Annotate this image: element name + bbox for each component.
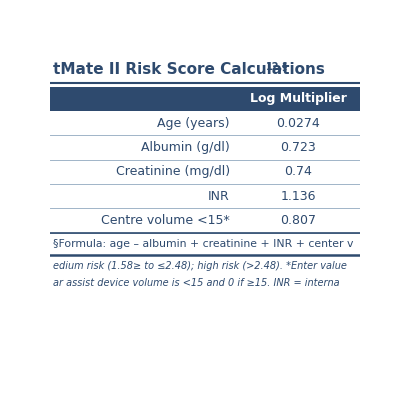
Text: Creatinine (mg/dl): Creatinine (mg/dl) [116,166,230,178]
Text: Log Multiplier: Log Multiplier [250,92,346,105]
Text: INR: INR [208,190,230,203]
Bar [50,184,360,208]
Text: §Formula: age – albumin + creatinine + INR + center v: §Formula: age – albumin + creatinine + I… [53,239,354,249]
Text: tMate II Risk Score Calculations: tMate II Risk Score Calculations [53,62,325,77]
Text: 0.807: 0.807 [280,214,316,227]
Bar [50,208,360,233]
Text: ar assist device volume is <15 and 0 if ≥15. INR = interna: ar assist device volume is <15 and 0 if … [53,278,340,288]
Text: Age (years): Age (years) [157,117,230,130]
Text: 0.0274: 0.0274 [276,117,320,130]
Bar [50,111,360,136]
Text: 12,§: 12,§ [266,62,288,72]
Text: edium risk (1.58≥ to ≤2.48); high risk (>2.48). *Enter value: edium risk (1.58≥ to ≤2.48); high risk (… [53,261,347,271]
Bar [50,86,360,111]
Text: 1.136: 1.136 [280,190,316,203]
Text: Albumin (g/dl): Albumin (g/dl) [141,141,230,154]
Text: 0.74: 0.74 [284,166,312,178]
Text: Centre volume <15*: Centre volume <15* [101,214,230,227]
Bar [50,160,360,184]
Bar [50,136,360,160]
Text: 0.723: 0.723 [280,141,316,154]
